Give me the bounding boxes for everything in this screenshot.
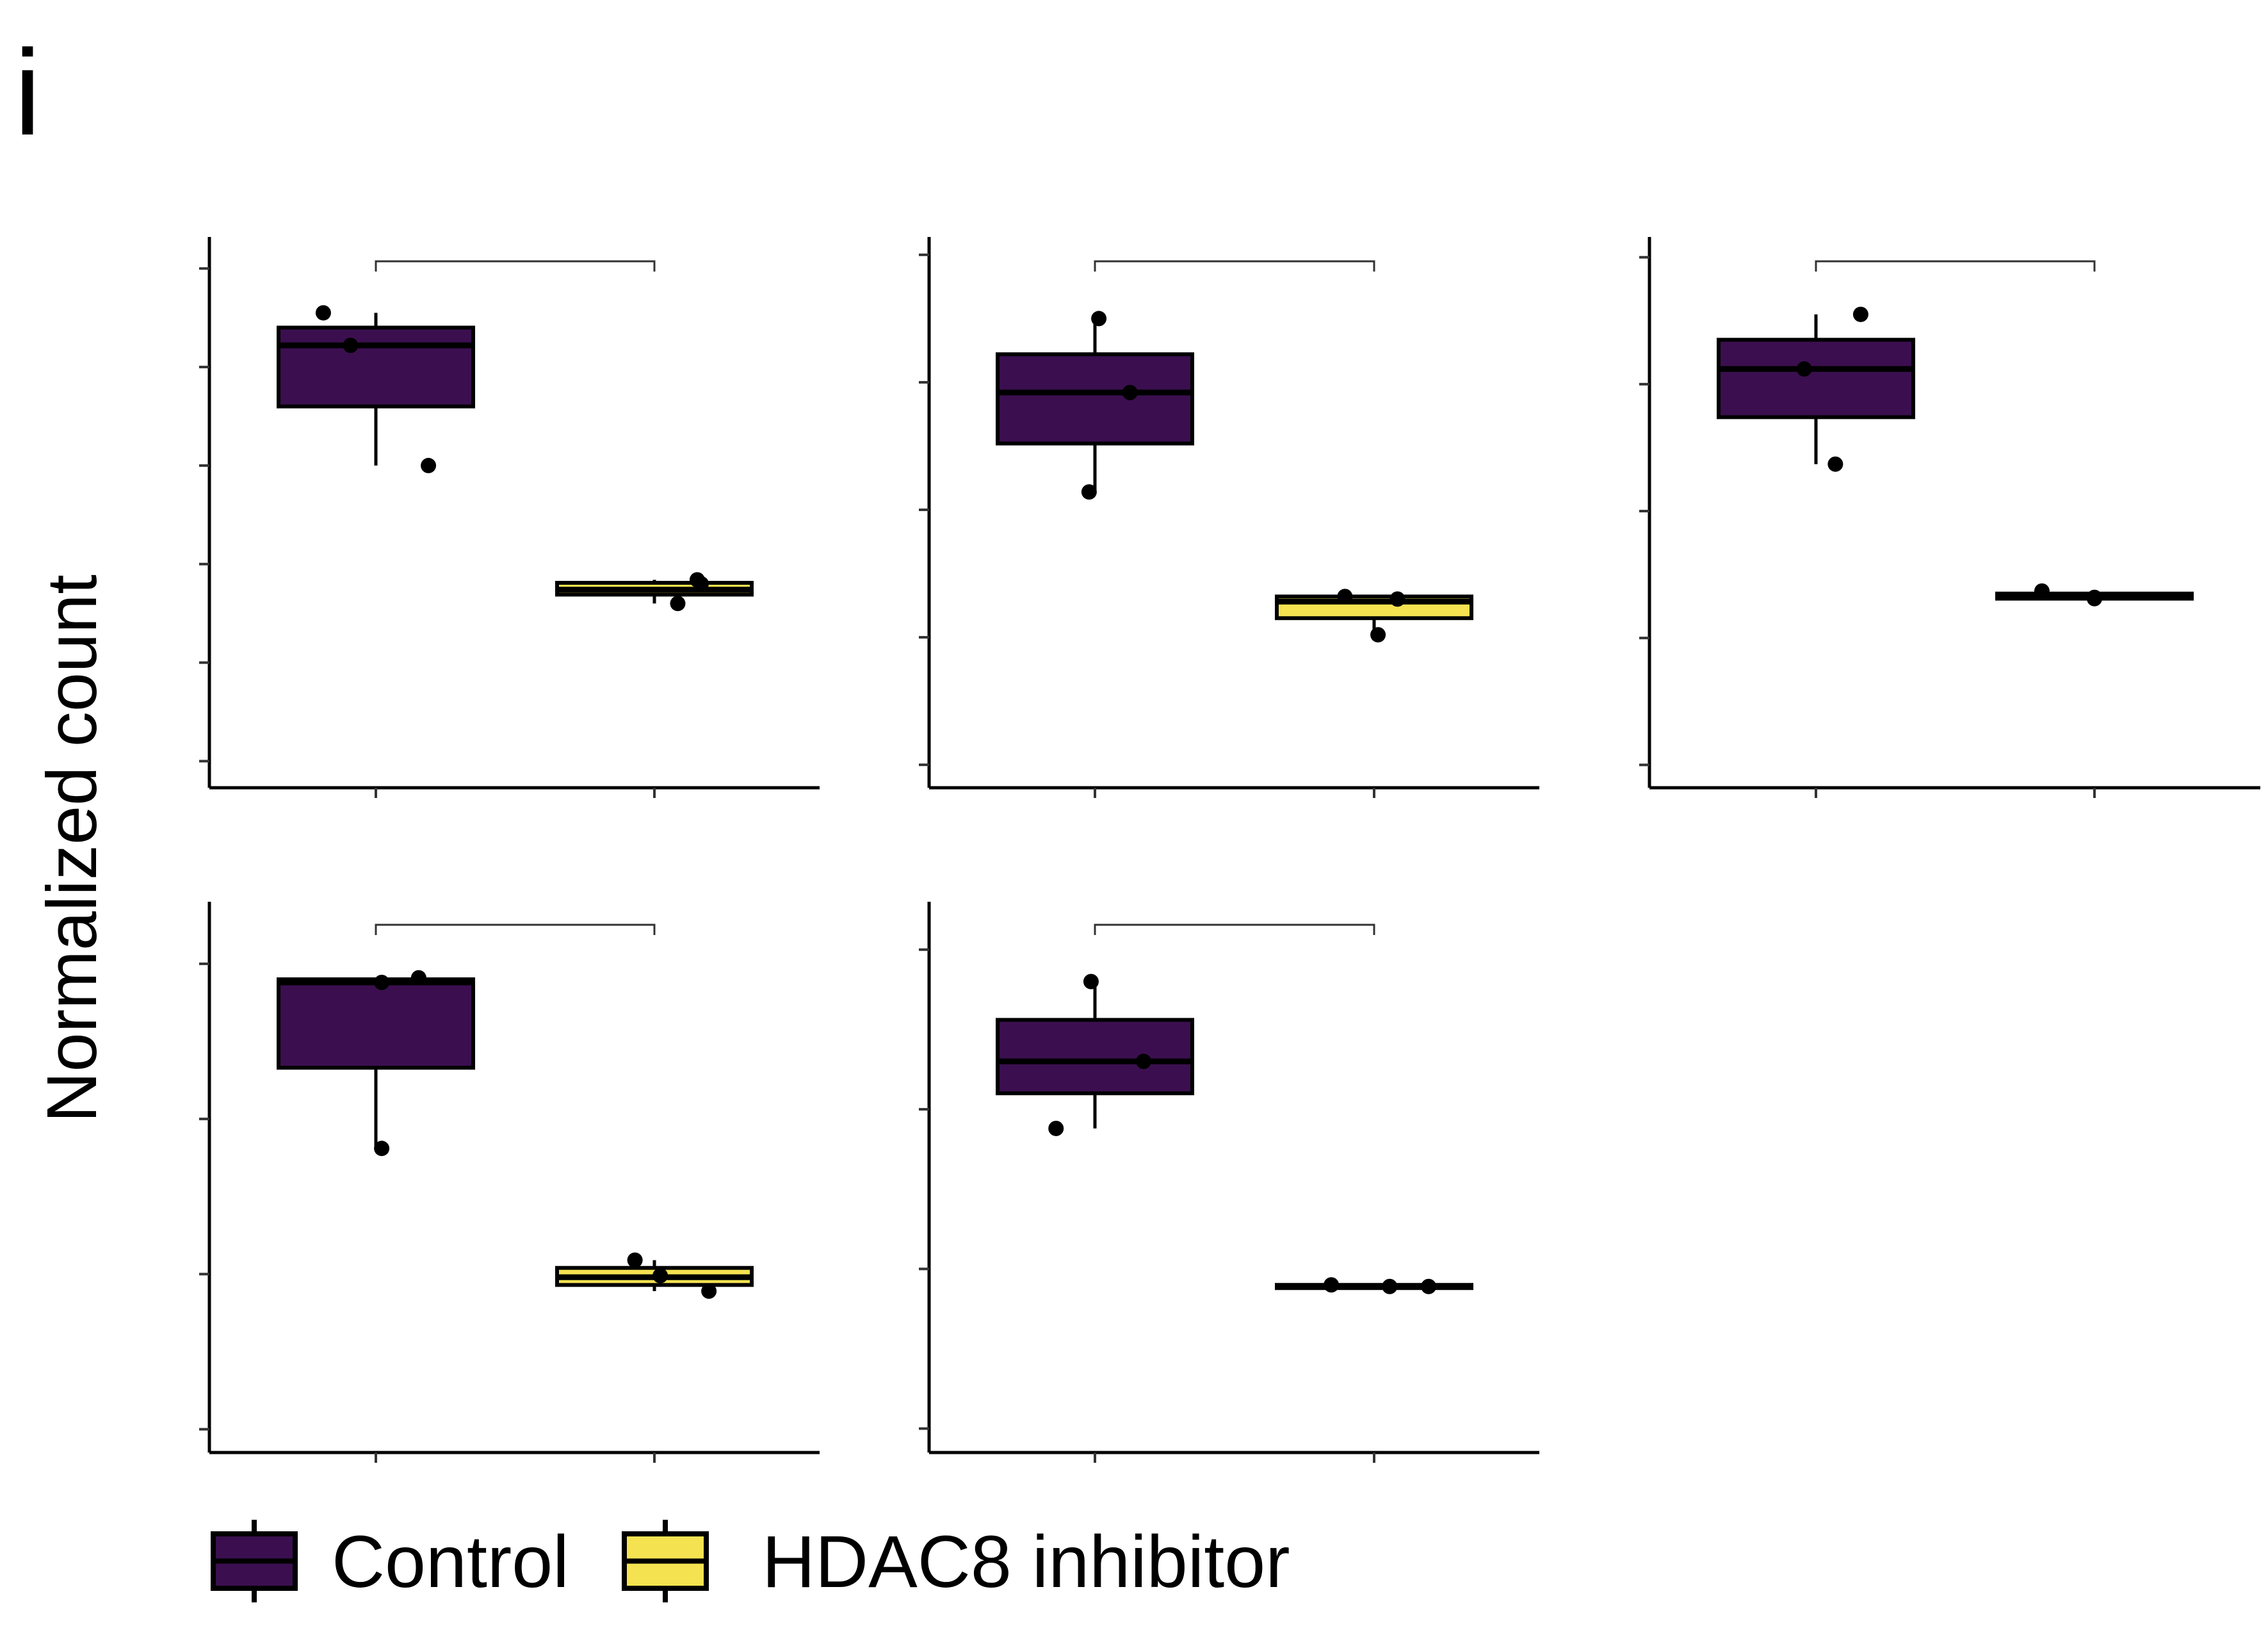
data-point [1370, 627, 1386, 643]
data-point [2034, 583, 2050, 599]
data-point [374, 1141, 390, 1157]
data-point [410, 970, 426, 986]
data-point [1048, 1120, 1064, 1136]
data-point [1827, 456, 1843, 472]
data-point [1083, 973, 1099, 989]
legend: Control HDAC8 inhibitor [211, 1520, 1290, 1603]
box-hdac8-inhibitor [1275, 1277, 1473, 1294]
y-axis-label: Normalized count [33, 574, 111, 1123]
data-point [701, 1283, 717, 1299]
significance-bracket [375, 260, 656, 272]
data-point [1337, 589, 1353, 605]
significance-bracket [1815, 260, 2096, 272]
panel-cdk1 [199, 902, 820, 1463]
box-hdac8-inhibitor [1275, 589, 1473, 643]
data-point [2087, 589, 2102, 605]
box-hdac8-inhibitor [1995, 583, 2194, 606]
box-hdac8-inhibitor [555, 572, 754, 612]
data-point [627, 1252, 643, 1268]
legend-label-control: Control [332, 1521, 569, 1603]
box-body [1717, 338, 1915, 419]
data-point [1389, 591, 1405, 607]
box-control [277, 305, 475, 473]
data-point [1382, 1278, 1398, 1294]
data-point [1136, 1054, 1151, 1070]
box-hdac8-inhibitor [555, 1252, 754, 1299]
data-point [1081, 484, 1097, 500]
data-point [1122, 384, 1138, 400]
data-point [1421, 1278, 1437, 1294]
data-point [421, 457, 437, 473]
panels [199, 237, 2260, 1463]
legend-label-hdac8-inhibitor: HDAC8 inhibitor [762, 1521, 1290, 1603]
data-point [374, 974, 390, 990]
data-point [652, 1267, 668, 1283]
box-body [996, 352, 1194, 446]
box-control [996, 311, 1194, 500]
box-body [277, 977, 475, 1070]
panel-ccnb1 [199, 237, 820, 798]
significance-bracket [1094, 260, 1375, 272]
legend-key-control [211, 1520, 298, 1602]
panel-letter: i [14, 25, 41, 161]
panel-plk1 [919, 902, 1539, 1463]
panel-ccnb2 [919, 237, 1539, 798]
data-point [1324, 1277, 1340, 1293]
significance-bracket [1094, 924, 1375, 935]
box-body [277, 325, 475, 409]
panel-cdc20 [1639, 237, 2260, 798]
box-control [277, 970, 475, 1157]
data-point [670, 596, 686, 612]
data-point [1091, 311, 1107, 327]
box-control [996, 973, 1194, 1136]
data-point [693, 576, 709, 592]
data-point [1852, 306, 1868, 322]
data-point [343, 338, 359, 354]
box-body [996, 1018, 1194, 1096]
legend-key-hdac8-inhibitor [622, 1520, 709, 1602]
data-point [1796, 361, 1812, 377]
data-point [315, 305, 331, 321]
significance-bracket [375, 924, 656, 935]
box-control [1717, 306, 1915, 472]
